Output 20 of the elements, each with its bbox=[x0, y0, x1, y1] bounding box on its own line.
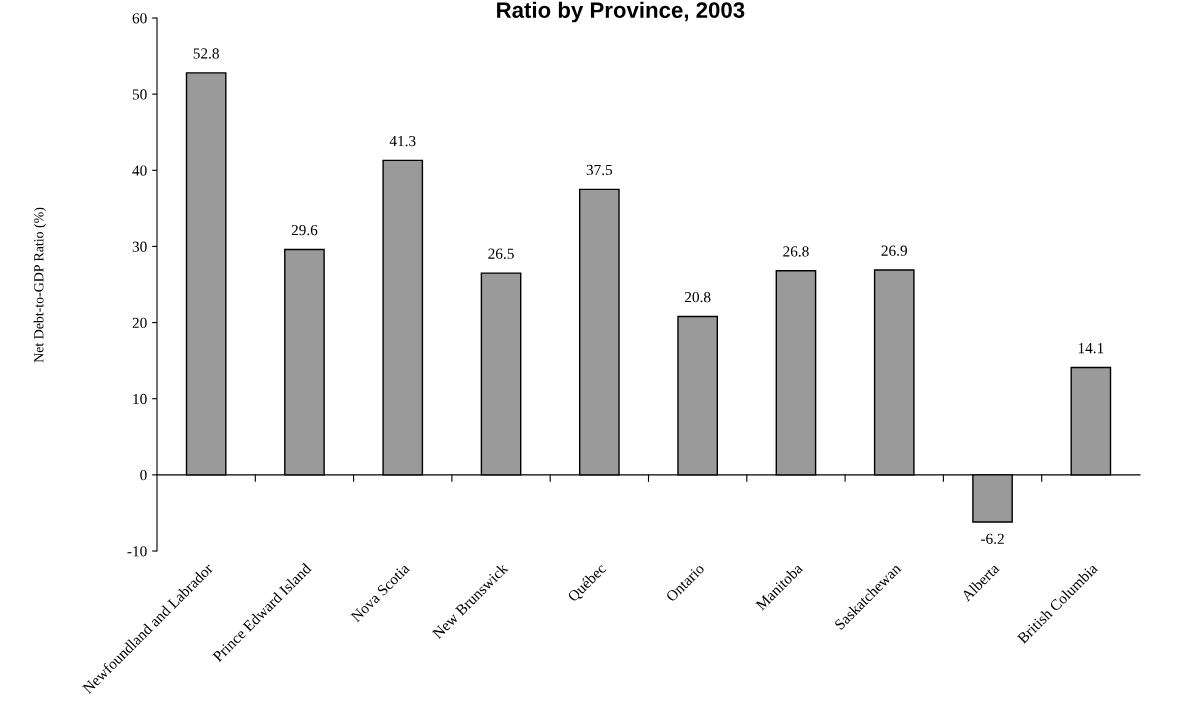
data-label: 26.8 bbox=[783, 246, 809, 257]
y-tick-label: 60 bbox=[132, 13, 147, 24]
y-tick-label: 0 bbox=[140, 470, 147, 481]
data-label: 41.3 bbox=[389, 135, 416, 147]
data-label: 37.5 bbox=[586, 164, 613, 176]
data-label: -6.2 bbox=[981, 533, 1004, 544]
data-label: 26.5 bbox=[488, 248, 514, 259]
y-tick-label: 20 bbox=[132, 317, 147, 329]
y-tick-label: 10 bbox=[133, 393, 147, 405]
y-tick-label: 40 bbox=[132, 165, 147, 176]
data-label: 20.8 bbox=[684, 291, 711, 303]
data-label: 52.8 bbox=[193, 48, 219, 59]
y-axis-title: Net Debt-to-GDP Ratio (%) bbox=[33, 207, 47, 363]
y-tick-label: -10 bbox=[127, 546, 147, 557]
data-label: 26.9 bbox=[881, 245, 907, 256]
data-label: 29.6 bbox=[291, 224, 318, 236]
y-tick-label: 50 bbox=[132, 89, 147, 100]
y-tick-label: 30 bbox=[132, 241, 147, 252]
data-label: 14.1 bbox=[1078, 343, 1104, 354]
chart-title: Ratio by Province, 2003 bbox=[497, 1, 745, 23]
